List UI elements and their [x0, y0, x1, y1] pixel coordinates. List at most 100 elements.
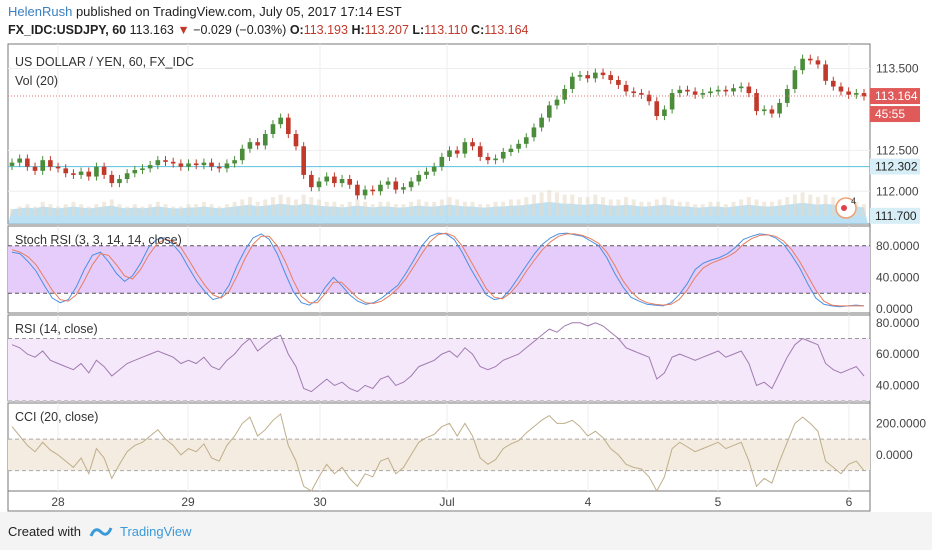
candle-body [462, 142, 468, 154]
volume-bar [33, 206, 38, 216]
candle-body [278, 117, 283, 125]
volume-bar [317, 199, 322, 216]
y-tick-1: 80.0000 [876, 239, 920, 253]
volume-bar [148, 204, 153, 216]
candle-body [286, 117, 291, 134]
volume-bar [63, 204, 68, 216]
volume-bar [447, 197, 452, 216]
open-value: 113.193 [303, 23, 348, 37]
volume-bar [232, 201, 237, 216]
series-line-1 [11, 232, 864, 307]
candle-body [232, 160, 237, 164]
candle-body [86, 171, 92, 177]
volume-bar [731, 201, 736, 216]
y-tick-3: 200.0000 [876, 416, 926, 430]
volume-bar [393, 204, 398, 216]
x-tick-label: 30 [313, 495, 327, 509]
volume-bar [17, 206, 22, 216]
candle-body [71, 173, 76, 175]
y-tick-2: 60.0000 [876, 347, 920, 361]
candle-body [416, 174, 422, 182]
candle-body [654, 101, 660, 116]
down-arrow-icon: ▼ [177, 23, 190, 37]
candle-body [355, 184, 360, 196]
candle-body [147, 165, 153, 169]
volume-bar [194, 204, 199, 216]
candle-body [178, 163, 184, 167]
volume-bar [401, 204, 406, 216]
volume-tag: 111.700 [875, 209, 917, 223]
candle-body [109, 174, 115, 184]
candle-body [608, 75, 614, 80]
candle-body [170, 161, 176, 164]
candle-body [401, 187, 406, 190]
volume-bar [132, 204, 137, 216]
volume-bar [286, 197, 291, 216]
candle-body [370, 189, 376, 192]
candle-body [692, 91, 698, 95]
volume-label: Vol (20) [15, 74, 58, 88]
candle-body [677, 89, 683, 94]
volume-bar [171, 206, 176, 216]
volume-bar [462, 201, 467, 216]
candle-body [439, 156, 445, 167]
candle-body [78, 171, 84, 175]
volume-bar [493, 201, 498, 216]
volume-bar [163, 204, 168, 216]
volume-bar [608, 199, 613, 216]
open-label: O: [289, 23, 304, 37]
volume-bar [554, 192, 559, 216]
candle-body [669, 93, 675, 110]
candle-body [48, 160, 53, 167]
volume-bar [155, 201, 160, 216]
candle-body [562, 89, 567, 100]
candle-body [447, 150, 452, 157]
candle-body [324, 176, 330, 182]
volume-bar [209, 204, 214, 216]
pane-title: CCI (20, close) [15, 410, 98, 424]
volume-bar [294, 199, 298, 216]
candle-body [270, 124, 276, 134]
author-link[interactable]: HelenRush [8, 4, 73, 19]
tradingview-logo-icon [89, 527, 113, 537]
x-tick-label: 28 [51, 495, 65, 509]
volume-area [8, 202, 868, 224]
volume-bar [309, 197, 314, 216]
volume-bar [685, 201, 690, 216]
candle-body [309, 174, 314, 188]
candle-body [815, 60, 821, 65]
candle-body [316, 181, 322, 188]
volume-bar [416, 199, 421, 216]
volume-bar [516, 199, 521, 216]
candle-body [854, 93, 859, 95]
candle-body [600, 72, 606, 76]
candle-body [378, 184, 383, 192]
high-label: H: [351, 23, 365, 37]
candle-body [723, 89, 729, 92]
volume-bar [140, 206, 145, 216]
volume-bar [777, 199, 782, 216]
candle-body [662, 109, 667, 116]
volume-bar [386, 201, 391, 216]
volume-bar [25, 204, 30, 216]
candle-body [731, 88, 736, 92]
volume-bar [10, 208, 14, 216]
candle-body [639, 93, 644, 95]
chart-canvas[interactable]: US DOLLAR / YEN, 60, FX_IDC Vol (20) 4 Sto… [0, 0, 932, 512]
volume-bar [862, 204, 866, 216]
y-tick-price: 113.500 [876, 62, 919, 76]
candle-body [239, 148, 245, 161]
band-fill [8, 338, 870, 401]
volume-bar [723, 204, 728, 216]
candle-body [792, 70, 798, 89]
volume-bar [125, 206, 130, 216]
volume-bar [808, 194, 813, 216]
candle-body [685, 89, 690, 92]
symbol-label: FX_IDC:USDJPY, 60 [8, 23, 127, 37]
close-label: C: [471, 23, 485, 37]
volume-bar [539, 192, 544, 216]
candle-body [385, 181, 391, 185]
tradingview-link[interactable]: TradingView [120, 524, 192, 539]
x-tick-label: 5 [715, 495, 722, 509]
created-with-label: Created with [8, 524, 81, 539]
